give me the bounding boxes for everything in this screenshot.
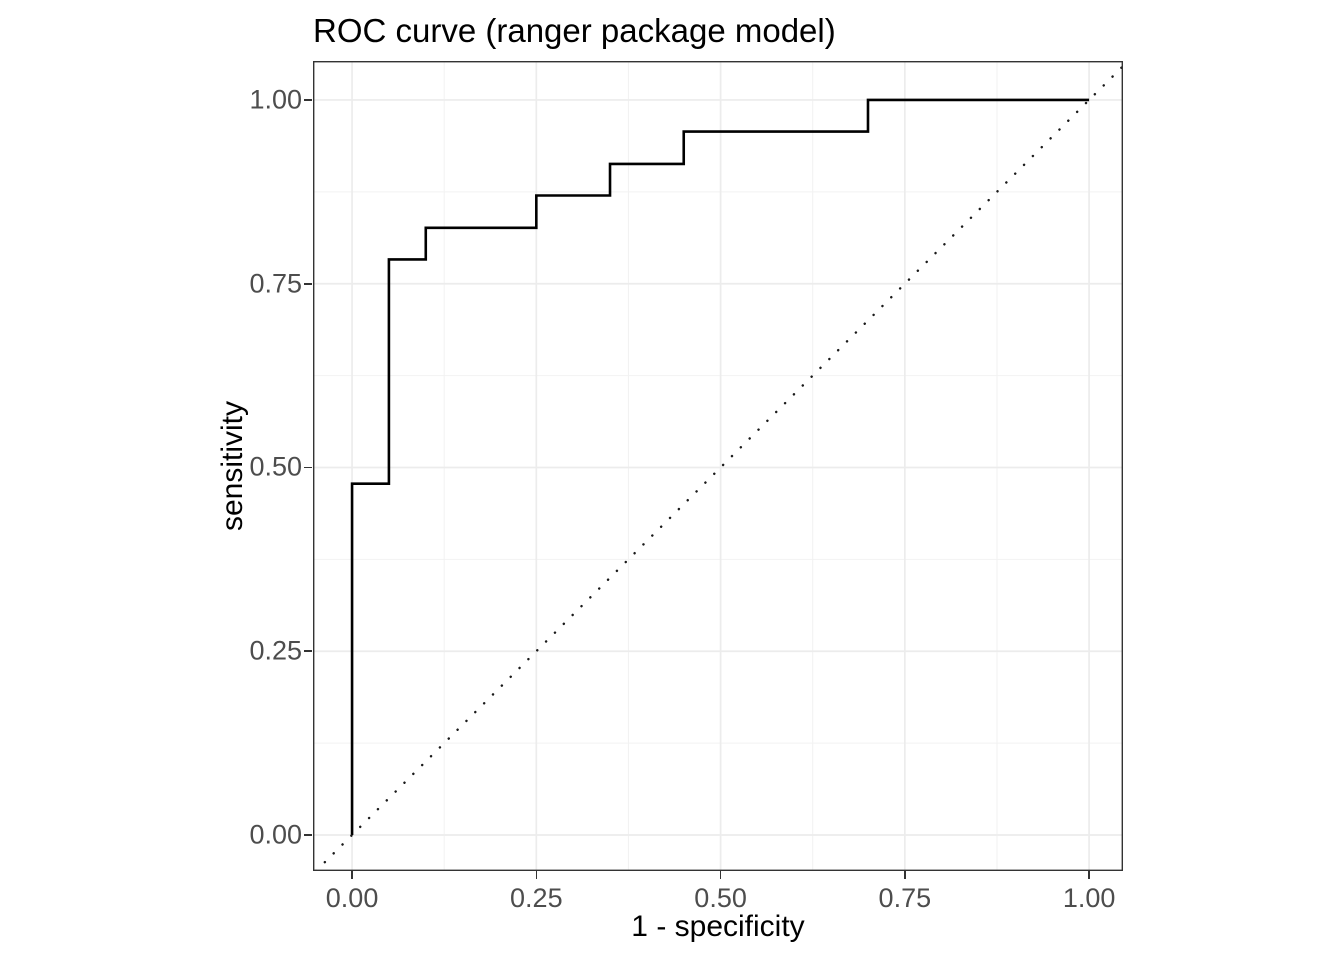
y-axis-title: sensitivity <box>216 400 249 532</box>
y-tick-mark <box>304 466 312 469</box>
x-tick-mark <box>719 871 722 879</box>
panel-border <box>313 61 1123 871</box>
y-tick-label: 0.00 <box>249 819 302 850</box>
y-tick-mark <box>304 282 312 285</box>
x-tick-label: 1.00 <box>1062 883 1116 913</box>
y-tick-label: 0.25 <box>249 635 302 666</box>
x-tick-label: 0.75 <box>878 883 932 913</box>
x-tick-mark <box>351 871 353 879</box>
x-axis-title: 1 - specificity <box>631 910 805 943</box>
roc-plot-canvas <box>313 61 1123 871</box>
x-tick-label: 0.00 <box>325 883 379 913</box>
x-tick-label: 0.50 <box>694 883 747 913</box>
y-tick-label: 0.75 <box>249 268 302 299</box>
y-tick-mark <box>304 834 312 836</box>
plot-panel <box>313 61 1123 871</box>
y-tick-label: 1.00 <box>249 84 302 115</box>
chart-title: ROC curve (ranger package model) <box>313 12 836 49</box>
x-tick-mark <box>535 871 538 879</box>
y-tick-mark <box>304 99 312 101</box>
x-tick-mark <box>904 871 906 879</box>
y-tick-mark <box>304 650 312 653</box>
x-tick-label: 0.25 <box>510 883 563 913</box>
x-tick-mark <box>1088 871 1090 879</box>
chance-diagonal <box>314 64 1123 871</box>
roc-step-curve <box>350 98 1090 835</box>
y-tick-label: 0.50 <box>249 451 302 482</box>
